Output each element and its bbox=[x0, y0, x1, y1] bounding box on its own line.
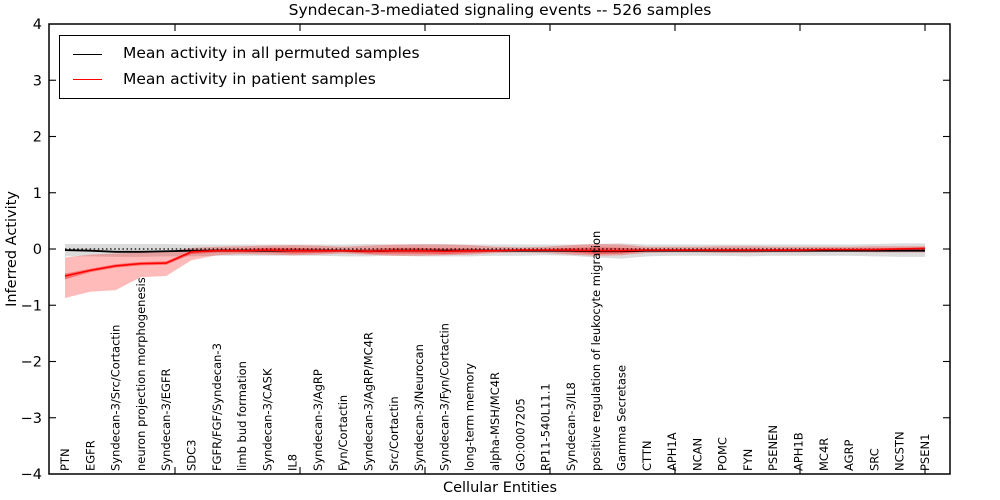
entity-label: Syndecan-3/Src/Cortactin bbox=[109, 325, 123, 471]
entity-label: PTN bbox=[58, 448, 72, 471]
entity-label: positive regulation of leukocyte migrati… bbox=[589, 231, 603, 471]
entity-label: Fyn/Cortactin bbox=[336, 395, 350, 471]
y-tick-label: 2 bbox=[33, 130, 42, 146]
entity-label: Gamma Secretase bbox=[614, 365, 628, 471]
y-tick-label: −3 bbox=[21, 411, 42, 427]
entity-label: MC4R bbox=[817, 438, 831, 471]
entity-label: APH1B bbox=[792, 432, 806, 471]
entity-label: FGFR/FGF/Syndecan-3 bbox=[210, 343, 224, 471]
legend: Mean activity in all permuted samples Me… bbox=[59, 35, 510, 99]
entity-label: EGFR bbox=[83, 440, 97, 471]
entity-label: Src/Cortactin bbox=[387, 396, 401, 471]
legend-label-permuted: Mean activity in all permuted samples bbox=[123, 44, 420, 63]
entity-label: SRC bbox=[867, 448, 881, 471]
entity-label: Syndecan-3/Fyn/Cortactin bbox=[437, 323, 451, 471]
patient-mean-line bbox=[64, 247, 926, 277]
entity-label: Syndecan-3/IL8 bbox=[564, 382, 578, 471]
permuted-line-swatch bbox=[73, 53, 102, 55]
y-tick-label: −1 bbox=[21, 298, 42, 314]
entity-label: POMC bbox=[716, 437, 730, 471]
entity-label: PSEN1 bbox=[918, 434, 932, 471]
y-tick-label: −4 bbox=[21, 467, 42, 483]
entity-label: long-term memory bbox=[463, 363, 477, 471]
entity-label: Syndecan-3/AgRP/MC4R bbox=[362, 332, 376, 471]
entity-label: alpha-MSH/MC4R bbox=[488, 372, 502, 471]
entity-label: RP11-540L11.1 bbox=[539, 383, 553, 471]
legend-entry-permuted: Mean activity in all permuted samples bbox=[73, 46, 509, 62]
legend-label-patient: Mean activity in patient samples bbox=[123, 70, 376, 89]
entity-label: neuron projection morphogenesis bbox=[134, 277, 148, 471]
entity-label: AGRP bbox=[842, 439, 856, 471]
entity-label: Syndecan-3/EGFR bbox=[159, 368, 173, 471]
legend-entry-patient: Mean activity in patient samples bbox=[73, 72, 509, 88]
patient-line-swatch bbox=[73, 79, 102, 81]
x-axis-label: Cellular Entities bbox=[442, 480, 558, 496]
y-tick-label: 0 bbox=[33, 242, 42, 258]
entity-label: Syndecan-3/Neurocan bbox=[412, 344, 426, 471]
y-tick-label: 3 bbox=[33, 73, 42, 89]
entity-label: Syndecan-3/CASK bbox=[260, 368, 274, 471]
y-tick-label: −2 bbox=[21, 355, 42, 371]
entity-label: Syndecan-3/AgRP bbox=[311, 369, 325, 471]
y-tick-label: 1 bbox=[33, 186, 42, 202]
entity-label: CTTN bbox=[640, 441, 654, 471]
entity-label: limb bud formation bbox=[235, 361, 249, 471]
entity-label: PSENEN bbox=[766, 425, 780, 471]
entity-label: APH1A bbox=[665, 432, 679, 471]
chart-title: Syndecan-3-mediated signaling events -- … bbox=[288, 1, 712, 19]
entity-label: FYN bbox=[741, 449, 755, 471]
entity-label: GO:0007205 bbox=[513, 398, 527, 471]
entity-label: IL8 bbox=[286, 454, 300, 471]
entity-label: NCSTN bbox=[893, 431, 907, 471]
entity-label: SDC3 bbox=[184, 439, 198, 471]
y-tick-label: 4 bbox=[33, 17, 42, 33]
entity-label: NCAN bbox=[690, 438, 704, 471]
